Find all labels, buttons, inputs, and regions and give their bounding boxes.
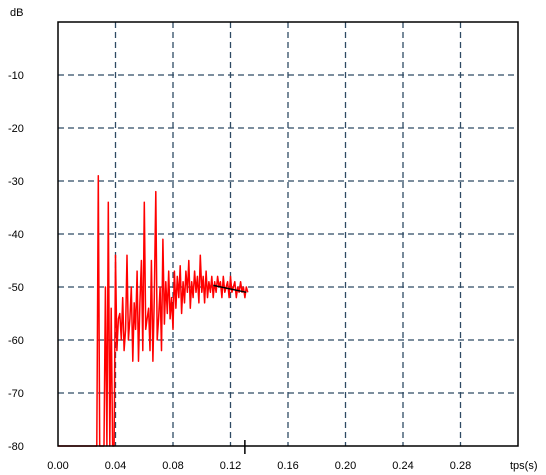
y-tick-label: -50 [8, 282, 24, 294]
x-tick-label: 0.16 [277, 460, 298, 472]
x-tick-label: 0.28 [450, 460, 471, 472]
grid-lines [58, 22, 518, 446]
y-tick-label: -40 [8, 229, 24, 241]
fit-line [213, 284, 247, 294]
x-tick-label: 0.04 [105, 460, 126, 472]
x-tick-label: 0.20 [335, 460, 356, 472]
y-tick-label: -10 [8, 70, 24, 82]
x-tick-labels: 0.00 0.04 0.08 0.12 0.16 0.20 0.24 0.28 [47, 460, 471, 472]
data-layer [58, 174, 249, 447]
y-tick-label: -60 [8, 335, 24, 347]
series-line [58, 174, 249, 447]
x-axis-label: tps(s) [510, 460, 538, 472]
y-tick-labels: -10 -20 -30 -40 -50 -60 -70 -80 [8, 70, 24, 453]
y-tick-label: -30 [8, 176, 24, 188]
x-tick-label: 0.12 [220, 460, 241, 472]
y-axis-label: dB [10, 7, 23, 19]
plot-frame [57, 21, 519, 447]
y-tick-label: -20 [8, 123, 24, 135]
x-tick-label: 0.08 [162, 460, 183, 472]
x-tick-label: 0.00 [47, 460, 68, 472]
y-tick-label: -80 [8, 441, 24, 453]
y-tick-label: -70 [8, 388, 24, 400]
x-tick-label: 0.24 [392, 460, 413, 472]
